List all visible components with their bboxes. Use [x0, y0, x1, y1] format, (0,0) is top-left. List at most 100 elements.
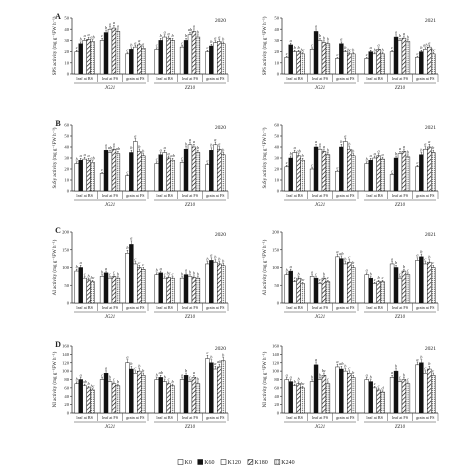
bar-K240-2 [325, 383, 331, 414]
y-tick-label: 0 [67, 189, 70, 194]
significance-letter: bc [301, 47, 305, 52]
significance-letter: bc [301, 277, 305, 282]
bar-K180-1 [86, 279, 91, 304]
bar-K0-6 [415, 56, 420, 75]
significance-letter: ab [296, 148, 301, 153]
significance-letter: b [156, 372, 159, 377]
significance-letter: b [130, 145, 133, 150]
significance-letter: b [352, 260, 355, 265]
legend-swatch-K0 [177, 459, 184, 465]
bar-K180-4 [376, 155, 381, 192]
significance-letter: a [366, 268, 368, 273]
significance-letter: b [181, 271, 184, 276]
category-label: leaf at FS [392, 76, 409, 81]
bar-K180-6 [217, 366, 222, 414]
significance-letter: b [323, 36, 326, 41]
significance-letter: b [407, 150, 410, 155]
significance-letter: b [138, 144, 141, 149]
bar-K120-6 [423, 372, 428, 414]
bar-K180-2 [321, 151, 327, 192]
significance-letter: b [164, 375, 167, 380]
bar-K180-6 [427, 261, 432, 304]
bar-K0-4 [154, 49, 159, 75]
panel-A-2020: 0 10 20 30 40 50 SPS activity (mg g⁻¹FW h⁻¹) 20… [52, 12, 229, 91]
bar-K60-1 [78, 267, 83, 304]
significance-letter: b [399, 33, 402, 38]
significance-letter: a [84, 33, 86, 38]
bar-K120-5 [187, 381, 193, 414]
bar-K0-4 [154, 379, 159, 414]
bar-K0-4 [154, 274, 159, 304]
category-label: leaf at FS [392, 415, 409, 420]
significance-letter: a [105, 143, 107, 148]
significance-letter: a [160, 266, 162, 271]
bar-K60-6 [419, 362, 424, 414]
significance-letter: b [374, 47, 377, 52]
bar-K120-2 [317, 40, 323, 75]
significance-letter: c [168, 377, 170, 382]
significance-letter: b [294, 45, 297, 50]
significance-letter: a [214, 36, 216, 41]
bar-K60-5 [183, 274, 189, 304]
significance-letter: b [327, 37, 330, 42]
bar-K0-3 [125, 175, 130, 192]
panel-letter: B [55, 119, 61, 128]
significance-letter: a [113, 141, 115, 146]
significance-letter: a [336, 249, 338, 254]
panel-letter: A [55, 12, 61, 21]
significance-letter: a [319, 141, 321, 146]
y-tick-label: 0 [67, 411, 70, 416]
category-label: leaf at BS [286, 305, 303, 310]
bar-K60-2 [313, 364, 319, 414]
significance-letter: c [432, 260, 434, 265]
significance-letter: c [172, 271, 174, 276]
y-tick-label: 120 [62, 360, 70, 365]
significance-letter: a [193, 24, 195, 29]
y-tick-label: 20 [274, 49, 279, 54]
significance-letter: b [210, 39, 213, 44]
bar-K120-1 [82, 158, 87, 192]
legend-swatch-K240 [274, 459, 281, 465]
category-label: grain at FS [336, 305, 355, 310]
significance-letter: a [142, 41, 144, 46]
category-label: grain at FS [206, 76, 225, 81]
bar-K180-3 [137, 370, 142, 414]
significance-letter: ab [339, 251, 344, 256]
significance-letter: b [348, 141, 351, 146]
bar-K240-3 [141, 155, 146, 192]
significance-letter: c [348, 255, 350, 260]
bar-K0-3 [335, 256, 340, 304]
significance-letter: b [185, 33, 188, 38]
significance-letter: b [101, 270, 104, 275]
significance-letter: b [420, 147, 423, 152]
bar-K120-4 [372, 157, 377, 192]
bar-K180-1 [296, 155, 301, 192]
bar-K180-2 [321, 277, 327, 304]
significance-letter: a [395, 30, 397, 35]
y-tick-label: 10 [274, 60, 279, 65]
bar-K120-5 [187, 276, 193, 304]
bar-K0-2 [309, 49, 315, 75]
y-tick-label: 10 [64, 60, 69, 65]
significance-letter: b [420, 45, 423, 50]
bar-K240-3 [351, 155, 356, 192]
significance-letter: ab [83, 379, 88, 384]
bar-K60-4 [158, 272, 163, 304]
category-label: grain at FS [126, 415, 145, 420]
bar-K240-1 [90, 162, 95, 192]
category-label: grain at FS [416, 305, 435, 310]
significance-letter: c [416, 160, 418, 165]
significance-letter: c [378, 383, 380, 388]
significance-letter: a [290, 38, 292, 43]
significance-letter: a [80, 372, 82, 377]
significance-letter: a [185, 268, 187, 273]
significance-letter: a [181, 372, 183, 377]
significance-letter: a [105, 266, 107, 271]
significance-letter: a [117, 24, 119, 29]
bar-K60-6 [419, 256, 424, 304]
category-label: leaf at BS [76, 415, 93, 420]
bar-K120-1 [292, 281, 297, 304]
category-label: grain at FS [126, 193, 145, 198]
bar-K60-3 [339, 43, 344, 75]
